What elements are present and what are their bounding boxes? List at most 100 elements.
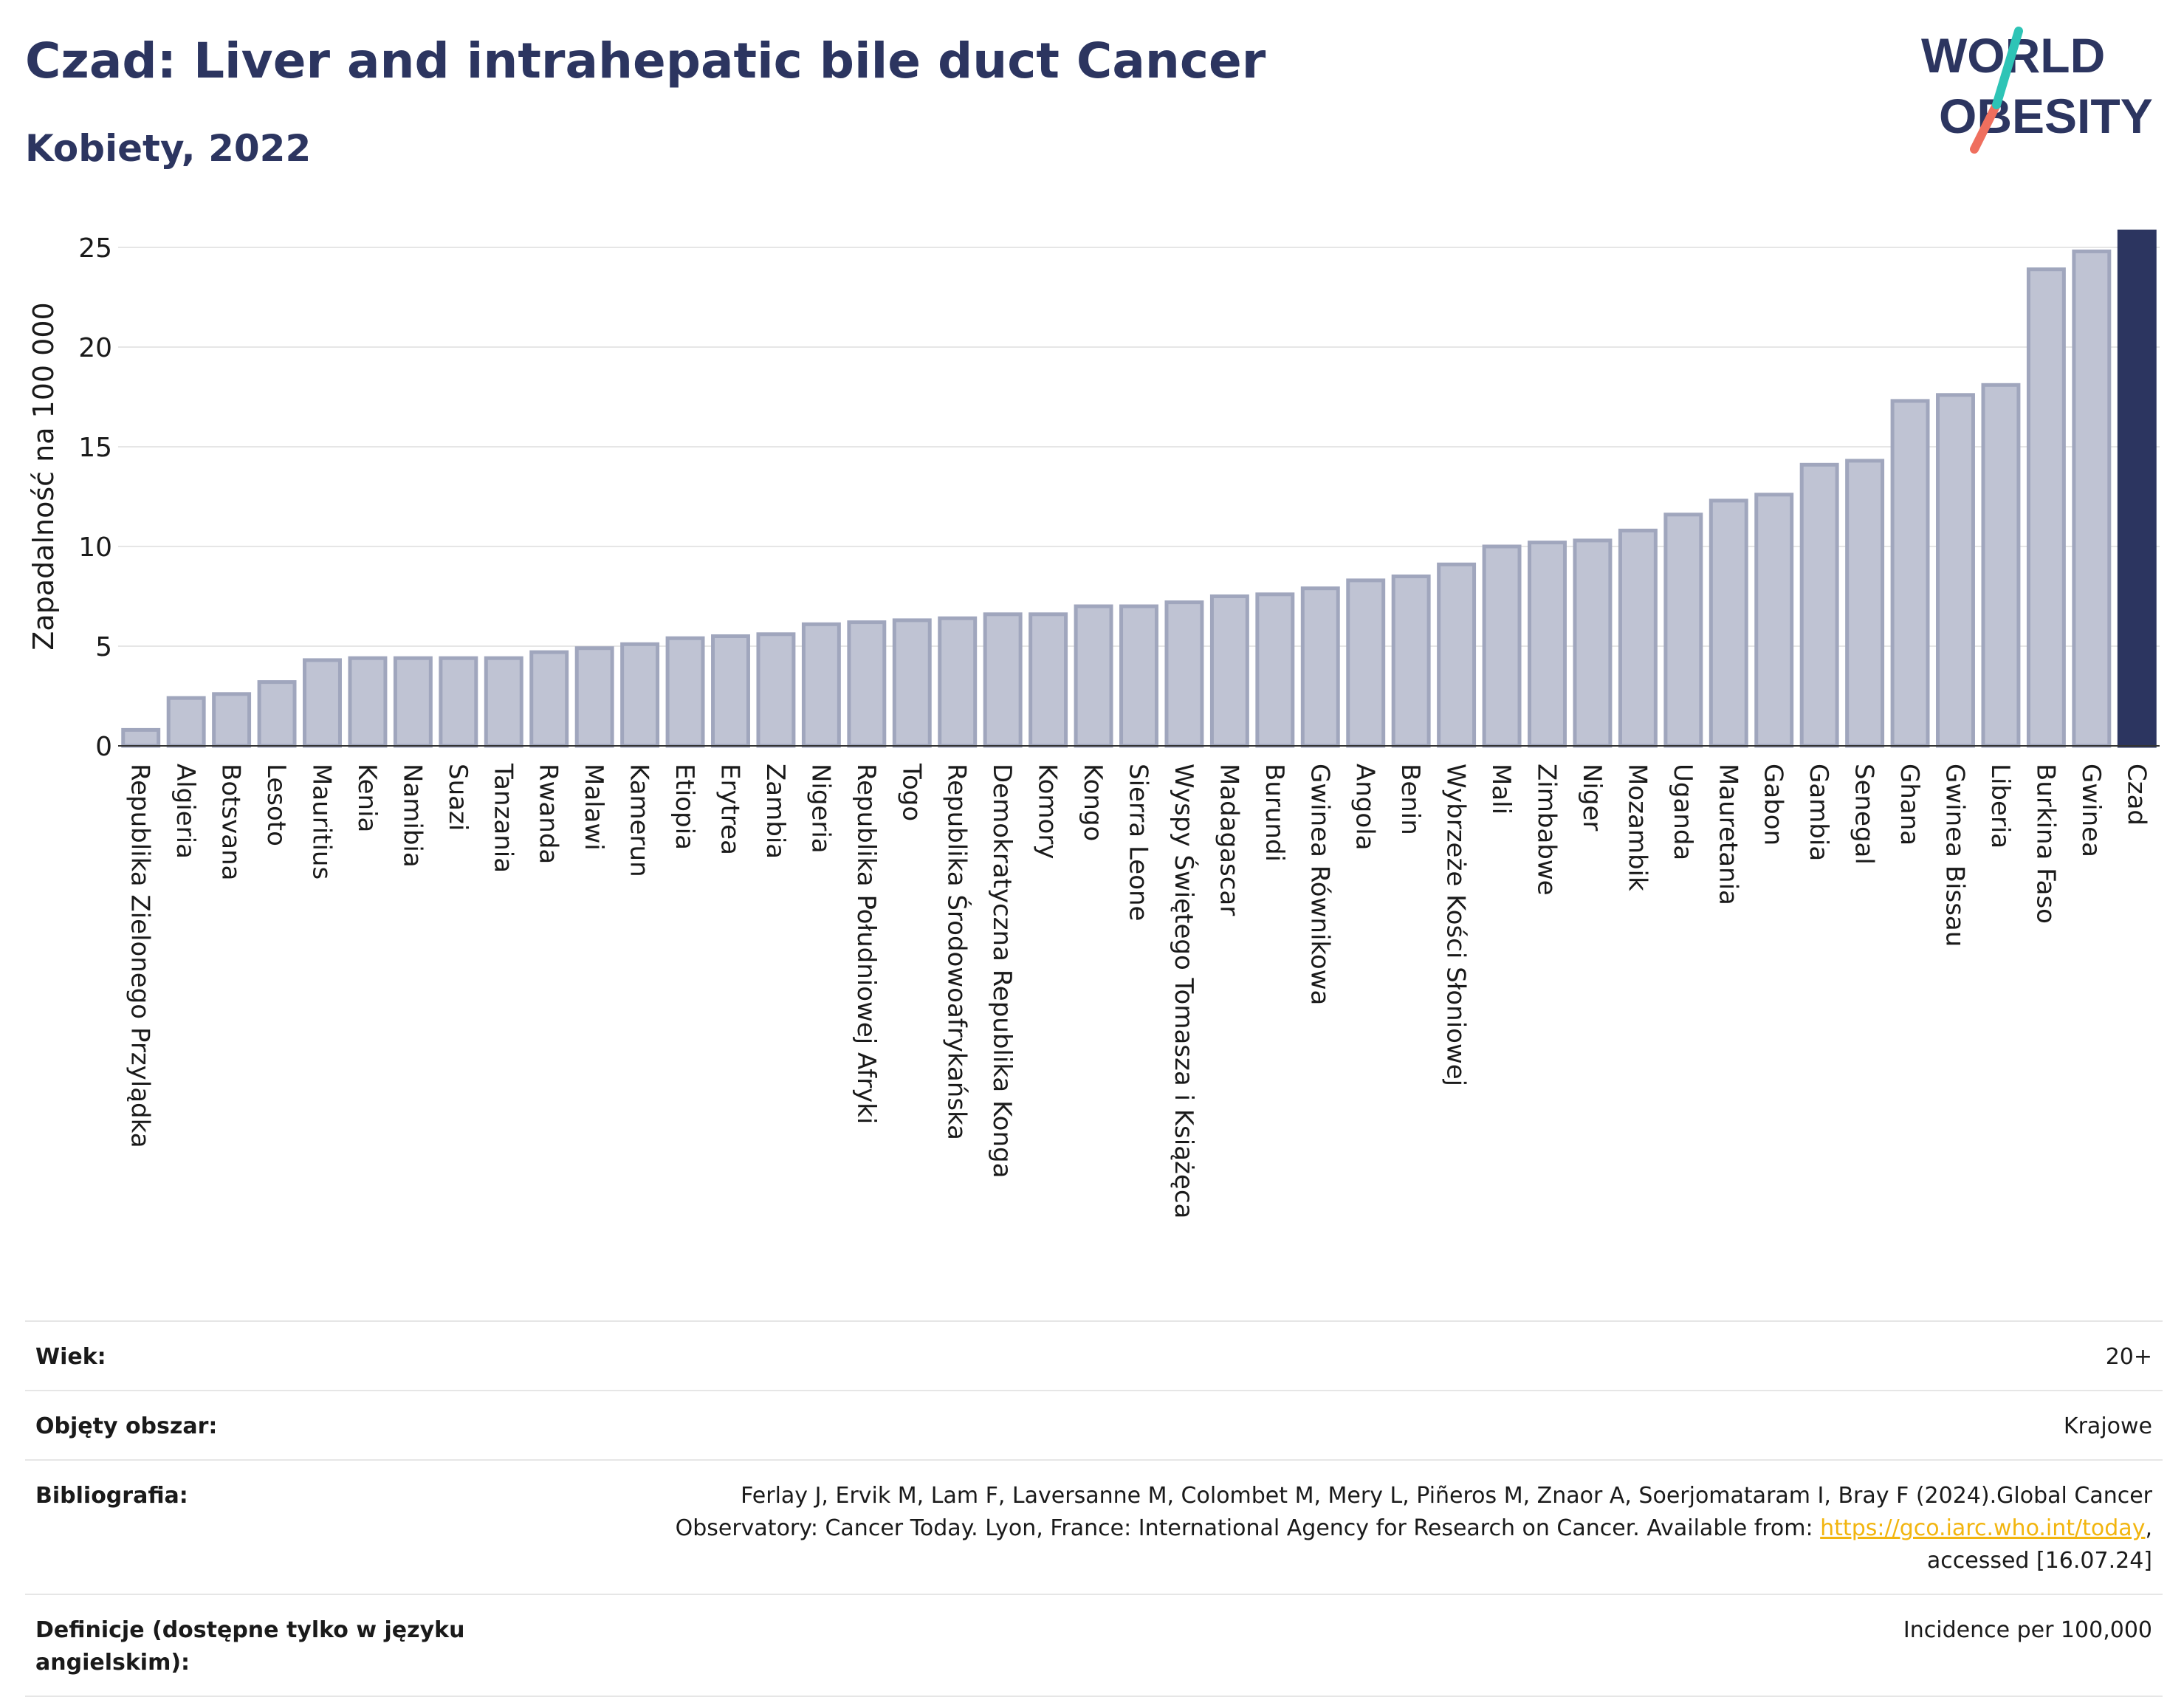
bar [1029,612,1068,748]
x-tick-label: Mali [1486,764,1516,815]
x-tick-label: Ghana [1895,764,1924,846]
x-tick-label: Liberia [1985,764,2015,848]
bar [393,656,433,748]
x-tick-label: Gambia [1804,764,1833,861]
bar [1845,459,1885,748]
bar [303,658,342,748]
meta-row-coverage: Objęty obszar: Krajowe [25,1390,2163,1459]
x-tick-label: Republika Środowoafrykańska [942,764,972,1140]
x-tick-label: Suazi [443,764,473,831]
bar [1709,498,1748,748]
x-tick-label: Niger [1577,764,1607,831]
x-tick-label: Czad [2121,764,2151,826]
bar [1573,538,1613,748]
meta-label: Objęty obszar: [35,1413,218,1439]
meta-row-age: Wiek: 20+ [25,1320,2163,1390]
x-tick-label: Mozambik [1622,764,1652,891]
meta-value: Krajowe [2063,1413,2152,1439]
x-tick-label: Kamerun [625,764,654,877]
bar [348,656,388,748]
x-tick-label: Burundi [1260,764,1289,862]
axes: 0 5 10 15 20 25 Republika Zielonego Przylądka A… [78,233,2160,1218]
meta-row-bibliography: Bibliografia: Ferlay J, Ervik M, Lam F, … [25,1459,2163,1594]
bar-highlight [2117,229,2157,748]
x-tick-label: Angola [1350,764,1380,850]
bibliography-accessed: , accessed [16.07.24] [1926,1515,2152,1574]
bar [257,680,297,748]
x-tick-label: Erytrea [715,764,745,855]
x-tick-label: Botsvana [216,764,246,881]
y-tick-label: 10 [78,532,112,563]
y-tick-label: 5 [95,632,112,662]
logo-slash-bottom [1970,100,2001,154]
x-tick-label: Malawi [579,764,608,851]
bar [1936,393,1975,748]
meta-value: 20+ [2105,1344,2152,1370]
chart-subtitle: Kobiety, 2022 [25,127,312,170]
x-tick-label: Wyspy Świętego Tomasza i Książęca [1169,764,1199,1218]
bar [938,616,978,748]
metadata-table: Wiek: 20+ Objęty obszar: Krajowe Bibliog… [25,1320,2163,1697]
bar [1981,383,2021,748]
y-tick-label: 25 [78,233,112,264]
bar [1074,604,1113,748]
bar [620,642,660,748]
x-tick-label: Republika Południowej Afryki [851,764,881,1124]
meta-row-definitions: Definicje (dostępne tylko w języku angie… [25,1594,2163,1697]
logo-word-2: OBESITY [1939,89,2153,143]
bar [2072,249,2112,748]
meta-value: Incidence per 100,000 [1903,1617,2152,1643]
y-tick-label: 20 [78,333,112,363]
x-tick-label: Uganda [1668,764,1697,860]
bars [121,229,2157,748]
source-link[interactable]: https://gco.iarc.who.int/today [1820,1515,2146,1541]
bar [665,636,705,748]
bar [756,632,796,748]
x-tick-label: Mauretania [1713,764,1742,905]
x-tick-label: Rwanda [534,764,563,864]
x-tick-label: Madagascar [1214,764,1243,916]
bar [1209,594,1249,748]
bar [1663,512,1703,748]
bar [2026,267,2066,748]
x-tick-label: Nigeria [806,764,835,854]
chart-title: Czad: Liver and intrahepatic bile duct C… [25,32,1266,89]
bar [212,692,252,748]
y-tick-label: 0 [95,732,112,762]
x-tick-label: Republika Zielonego Przylądka [126,764,155,1148]
bar [1119,604,1158,748]
bibliography-text: Ferlay J, Ervik M, Lam F, Laversanne M, … [675,1483,2152,1541]
bar [439,656,478,748]
x-tick-label: Benin [1395,764,1425,835]
bar [1164,600,1204,748]
bar [1528,541,1567,748]
x-tick-label: Gwinea Równikowa [1305,764,1334,1005]
bar [529,650,569,748]
bar [1754,493,1794,748]
x-tick-label: Gabon [1759,764,1788,846]
x-tick-label: Mauritius [307,764,337,880]
x-tick-label: Gwinea [2076,764,2106,857]
bar [121,727,161,748]
x-tick-label: Burkina Faso [2030,764,2060,924]
bar [1255,592,1295,748]
x-tick-label: Sierra Leone [1124,764,1153,921]
x-tick-label: Etiopia [670,764,699,850]
bar [801,622,841,748]
meta-label: Wiek: [35,1344,106,1370]
bar [484,656,523,748]
y-axis-label: Zapadalność na 100 000 [27,302,60,650]
x-tick-label: Namibia [397,764,427,868]
bar-chart: 0 5 10 15 20 25 Republika Zielonego Przylądka A… [27,229,2160,1218]
bar [574,646,614,748]
bar [1799,462,1839,748]
logo-slash-top [1992,27,2023,109]
bar [711,634,750,748]
x-tick-label: Wybrzeże Kości Słoniowej [1441,764,1471,1086]
meta-label: Definicje (dostępne tylko w języku angie… [35,1617,465,1676]
bar [892,618,932,748]
bar [847,620,887,748]
bar [983,612,1023,748]
x-tick-label: Zimbabwe [1532,764,1562,896]
bar [1618,528,1658,748]
